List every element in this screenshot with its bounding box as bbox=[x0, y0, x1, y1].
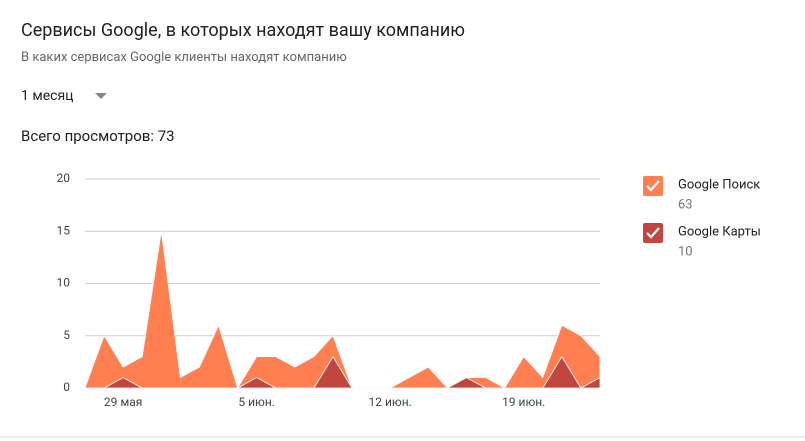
x-tick-label: 19 июн. bbox=[502, 395, 545, 409]
legend-total: 10 bbox=[678, 244, 693, 259]
x-tick-label: 12 июн. bbox=[369, 395, 412, 409]
legend-checkbox bbox=[643, 176, 663, 196]
subtitle: В каких сервисах Google клиенты находят … bbox=[21, 50, 347, 65]
check-mark bbox=[646, 180, 660, 192]
legend-label: Google Карты bbox=[678, 224, 761, 239]
period-dropdown[interactable]: 1 месяц bbox=[21, 88, 107, 104]
y-tick-label: 5 bbox=[63, 328, 70, 342]
y-tick-label: 0 bbox=[63, 380, 70, 394]
check-mark bbox=[646, 227, 660, 239]
legend-label: Google Поиск bbox=[678, 177, 760, 192]
x-tick-label: 29 мая bbox=[104, 395, 142, 409]
legend-item[interactable]: Google Поиск 63 bbox=[643, 176, 760, 212]
period-label: 1 месяц bbox=[21, 88, 74, 104]
y-tick-label: 20 bbox=[57, 171, 71, 185]
y-tick-label: 15 bbox=[57, 223, 71, 237]
y-tick-label: 10 bbox=[57, 276, 71, 290]
legend-item[interactable]: Google Карты 10 bbox=[643, 223, 761, 259]
x-tick-label: 5 июн. bbox=[238, 395, 275, 409]
legend-checkbox bbox=[643, 223, 663, 243]
total-views: Всего просмотров: 73 bbox=[21, 127, 175, 145]
legend-total: 63 bbox=[678, 197, 693, 212]
dropdown-arrow bbox=[94, 93, 107, 99]
title: Сервисы Google, в которых находят вашу к… bbox=[21, 20, 465, 41]
area bbox=[84, 231, 601, 389]
